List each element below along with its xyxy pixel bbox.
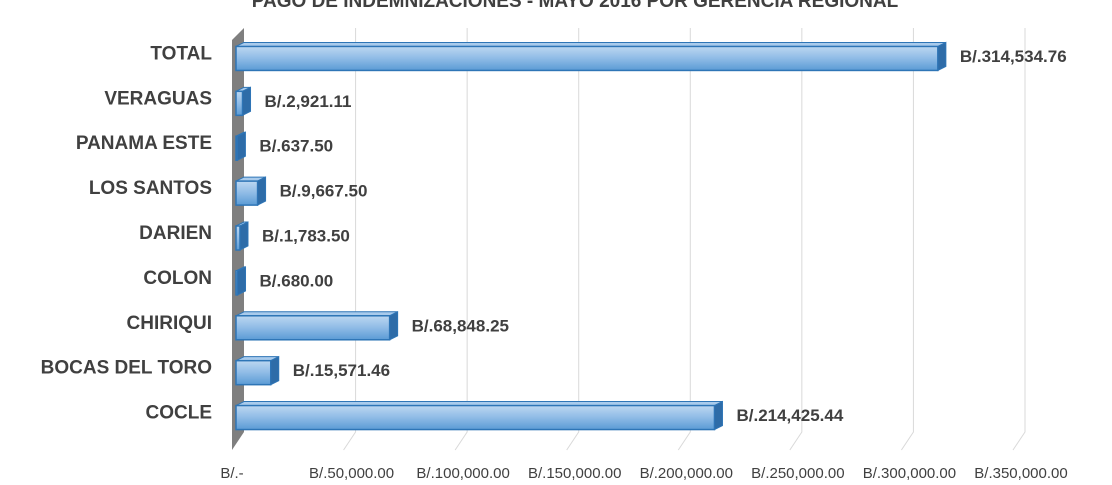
x-tick-label: B/.150,000.00: [528, 465, 621, 482]
y-tick-label: CHIRIQUI: [127, 313, 213, 334]
grid-line: [1012, 28, 1026, 451]
x-tick-label: B/.-: [220, 465, 243, 482]
data-label: B/.1,783.50: [262, 226, 350, 245]
bar: [235, 90, 244, 117]
bar: [235, 315, 391, 341]
bar-side: [270, 355, 280, 386]
y-tick-label: DARIEN: [139, 223, 212, 244]
bar: [235, 45, 939, 72]
grid-line: [789, 28, 803, 451]
y-tick-label: BOCAS DEL TORO: [41, 358, 212, 379]
bar: [235, 180, 259, 206]
x-tick-label: B/.350,000.00: [974, 465, 1067, 482]
bar: [235, 225, 241, 251]
grid-line: [677, 28, 691, 451]
chart-title: PAGO DE INDEMNIZACIONES - MAYO 2016 POR …: [252, 0, 899, 12]
data-label: B/.314,534.76: [960, 47, 1067, 66]
x-tick-label: B/.100,000.00: [416, 465, 509, 482]
bar-side: [389, 310, 399, 341]
grid-line: [566, 28, 580, 451]
bar-side: [242, 86, 252, 117]
data-label: B/.214,425.44: [736, 406, 843, 425]
bar: [235, 404, 716, 431]
data-label: B/.2,921.11: [265, 92, 352, 111]
bar-side: [236, 131, 246, 162]
data-label: B/.637.50: [259, 137, 333, 156]
y-tick-label: LOS SANTOS: [89, 178, 212, 199]
bar-side: [257, 176, 267, 206]
y-tick-label: COLON: [143, 268, 212, 289]
bar-side: [937, 41, 947, 72]
bar-side: [237, 266, 247, 296]
y-tick-label: VERAGUAS: [104, 88, 212, 109]
y-tick-label: TOTAL: [150, 43, 212, 64]
data-label: B/.68,848.25: [412, 316, 509, 335]
x-tick-label: B/.50,000.00: [309, 465, 394, 482]
y-tick-label: COCLE: [146, 403, 213, 424]
grid-line: [454, 28, 468, 451]
bar-side: [713, 400, 723, 431]
grid-line: [901, 28, 914, 451]
x-tick-label: B/.200,000.00: [640, 465, 733, 482]
data-label: B/.15,571.46: [293, 361, 390, 380]
x-tick-label: B/.300,000.00: [863, 465, 956, 482]
bar-side: [239, 221, 249, 251]
x-tick-label: B/.250,000.00: [751, 465, 844, 482]
y-tick-label: PANAMA ESTE: [76, 133, 212, 154]
data-label: B/.9,667.50: [280, 182, 368, 201]
data-label: B/.680.00: [260, 271, 334, 290]
bar: [235, 359, 272, 386]
grid-line: [343, 28, 357, 451]
